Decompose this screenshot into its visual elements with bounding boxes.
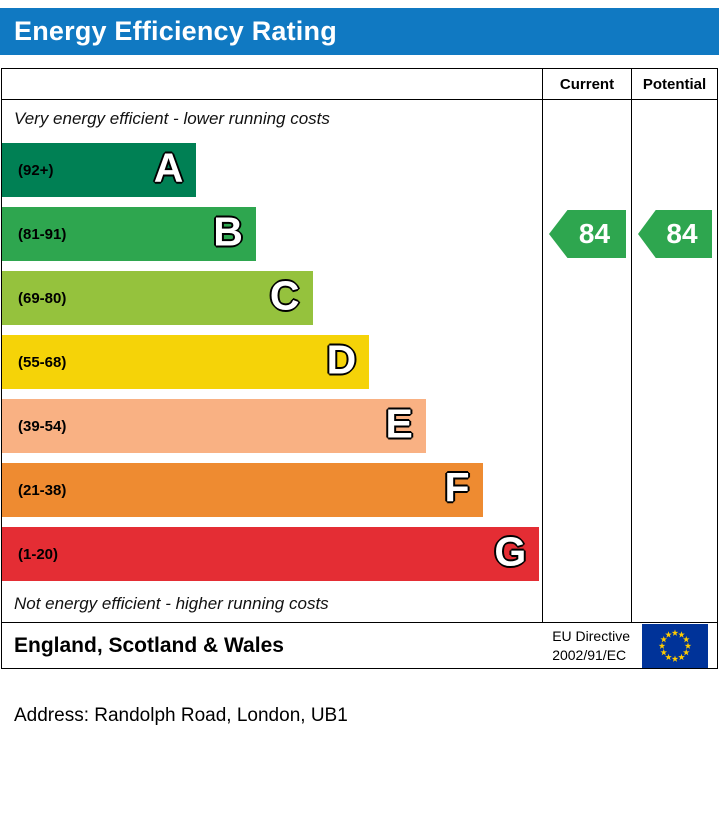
eu-flag-icon bbox=[642, 623, 708, 668]
band-row-b: (81-91) B bbox=[2, 202, 542, 266]
band-bar-e: (39-54) E bbox=[2, 399, 426, 453]
epc-page: Energy Efficiency Rating Current Potenti… bbox=[0, 8, 719, 813]
current-column-header: Current bbox=[542, 69, 631, 99]
band-letter: D bbox=[326, 336, 357, 383]
eu-directive-line1: EU Directive bbox=[552, 628, 630, 645]
band-range-label: (69-80) bbox=[18, 289, 67, 307]
band-range-label: (81-91) bbox=[18, 225, 67, 243]
band-letter: C bbox=[269, 272, 300, 319]
band-range-label: (21-38) bbox=[18, 481, 67, 499]
band-bar-d: (55-68) D bbox=[2, 335, 370, 389]
band-letter: E bbox=[385, 400, 413, 447]
region-label: England, Scotland & Wales bbox=[14, 633, 284, 657]
current-rating-badge: 84 bbox=[549, 210, 626, 258]
band-letter: F bbox=[444, 464, 470, 511]
chart-header-spacer bbox=[2, 69, 542, 99]
eu-directive-line2: 2002/91/EC bbox=[552, 646, 627, 663]
band-bar-a: (92+) A bbox=[2, 143, 197, 197]
epc-rating-table: Current Potential Very energy efficient … bbox=[1, 68, 718, 669]
band-row-f: (21-38) F bbox=[2, 458, 542, 522]
table-body: Very energy efficient - lower running co… bbox=[2, 100, 717, 622]
address-line: Address: Randolph Road, London, UB1 bbox=[14, 705, 348, 726]
bottom-efficiency-label: Not energy efficient - higher running co… bbox=[14, 594, 329, 613]
band-range-label: (39-54) bbox=[18, 417, 67, 435]
band-range-label: (55-68) bbox=[18, 353, 67, 371]
current-rating-column: 84 bbox=[542, 100, 631, 622]
band-bar-c: (69-80) C bbox=[2, 271, 313, 325]
potential-rating-badge: 84 bbox=[638, 210, 712, 258]
title-banner: Energy Efficiency Rating bbox=[0, 8, 719, 55]
band-row-c: (69-80) C bbox=[2, 266, 542, 330]
eu-directive-label: EU Directive 2002/91/EC bbox=[552, 627, 630, 663]
band-row-d: (55-68) D bbox=[2, 330, 542, 394]
potential-rating-column: 84 bbox=[631, 100, 717, 622]
band-range-label: (1-20) bbox=[18, 545, 59, 563]
band-bar-g: (1-20) G bbox=[2, 527, 540, 581]
band-row-a: (92+) A bbox=[2, 138, 542, 202]
table-footer-row: England, Scotland & Wales EU Directive 2… bbox=[2, 622, 717, 668]
band-range-label: (92+) bbox=[18, 161, 54, 179]
rating-bands-area: Very energy efficient - lower running co… bbox=[2, 100, 542, 622]
band-bar-f: (21-38) F bbox=[2, 463, 483, 517]
top-efficiency-label: Very energy efficient - lower running co… bbox=[14, 109, 330, 128]
potential-column-header: Potential bbox=[631, 69, 717, 99]
table-header-row: Current Potential bbox=[2, 69, 717, 100]
page-title: Energy Efficiency Rating bbox=[14, 16, 337, 46]
band-bar-b: (81-91) B bbox=[2, 207, 256, 261]
band-row-g: (1-20) G bbox=[2, 522, 542, 586]
band-letter: B bbox=[213, 208, 243, 255]
band-row-e: (39-54) E bbox=[2, 394, 542, 458]
band-letter: G bbox=[494, 528, 527, 575]
rating-bands: (92+) A (81-91) B (69-80) C (55-68) D (39-54) E (2… bbox=[2, 138, 542, 586]
band-letter: A bbox=[153, 144, 184, 191]
